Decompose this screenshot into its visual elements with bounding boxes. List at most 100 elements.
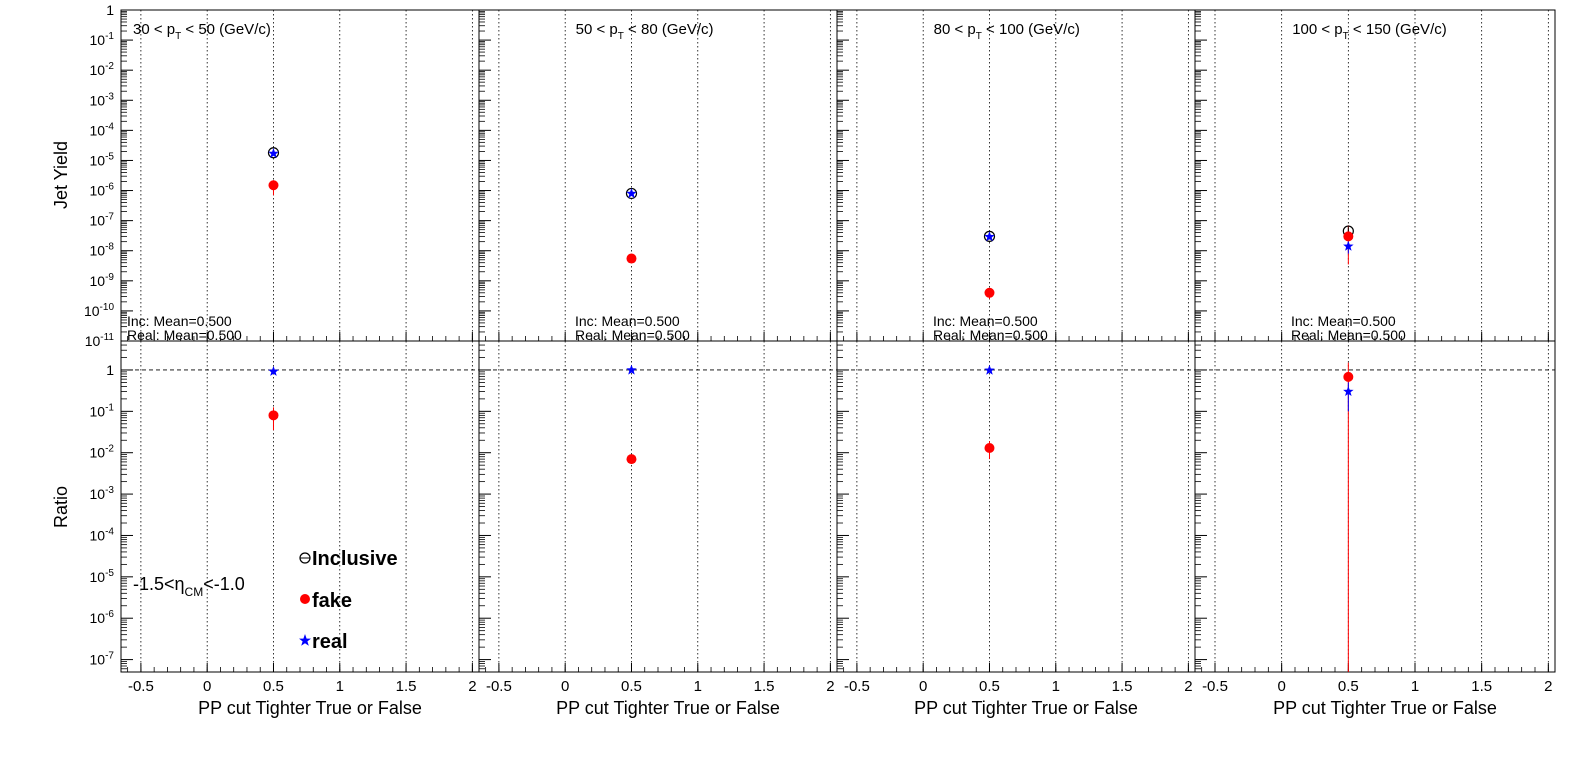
x-tick-label: 2 <box>1544 678 1552 695</box>
panel-title-sub: T <box>618 31 624 42</box>
bottom-y-tick-label-base: 10 <box>90 652 106 668</box>
eta-range-suffix: <-1.0 <box>203 574 245 594</box>
x-tick-label: -0.5 <box>1202 678 1228 695</box>
panel-1: 30 < pT < 50 (GeV/c) Inc: Mean=0.500Real:… <box>120 9 480 718</box>
bottom-y-tick-label-base: 10 <box>90 569 106 585</box>
ratio-fake-point <box>626 454 637 465</box>
stats-real-mean: Real: Mean=0.500 <box>1291 327 1406 343</box>
eta-range-prefix: -1.5<η <box>133 574 185 594</box>
x-tick-label: -0.5 <box>486 678 512 695</box>
panel-title-pre: 80 < p <box>934 21 976 38</box>
top-y-tick-label-exp: -8 <box>105 242 114 253</box>
legend: Inclusive fake real <box>299 548 398 653</box>
x-axis-title: PP cut Tighter True or False <box>556 698 780 718</box>
x-tick-label: 1 <box>1411 678 1419 695</box>
top-y-tick-label-base: 10 <box>90 152 106 168</box>
top-y-tick-label-exp: -9 <box>105 272 114 283</box>
top-y-tick-label-exp: -11 <box>100 332 114 343</box>
x-tick-label: -0.5 <box>128 678 154 695</box>
x-tick-label: 1.5 <box>754 678 775 695</box>
yield-inclusive-point <box>267 147 280 159</box>
yield-real-point <box>626 188 637 199</box>
top-y-tick-label-base: 10 <box>90 273 106 289</box>
x-tick-label: 0.5 <box>621 678 642 695</box>
yield-fake-point <box>268 180 279 191</box>
bottom-y-tick-label: 10-5 <box>90 568 115 585</box>
top-y-tick-label: 10-4 <box>90 121 115 138</box>
top-y-tick-label: 10-5 <box>90 151 115 168</box>
stats-real-mean: Real: Mean=0.500 <box>575 327 690 343</box>
bottom-y-tick-label-exp: -7 <box>105 651 114 662</box>
x-tick-label: 1.5 <box>1471 678 1492 695</box>
top-y-tick-label: 10-10 <box>84 302 114 319</box>
top-y-axis-title: Jet Yield <box>51 141 71 209</box>
panel-title: 100 < pT < 150 (GeV/c) <box>1292 21 1447 42</box>
ratio-fake-point <box>1343 371 1354 382</box>
stats-inclusive-mean: Inc: Mean=0.500 <box>1291 313 1396 329</box>
top-y-tick-label-exp: -5 <box>105 151 114 162</box>
x-tick-label: 2 <box>468 678 476 695</box>
top-y-tick-label: 10-3 <box>90 91 115 108</box>
x-tick-label: 1.5 <box>1112 678 1133 695</box>
x-tick-label: 0 <box>919 678 927 695</box>
panel-title: 80 < pT < 100 (GeV/c) <box>934 21 1080 42</box>
top-y-tick-label-exp: -3 <box>105 91 114 102</box>
bottom-y-tick-label: 1 <box>106 362 114 378</box>
x-tick-label: -0.5 <box>844 678 870 695</box>
eta-range-sub: CM <box>185 585 204 599</box>
top-y-tick-label-base: 10 <box>85 333 101 349</box>
ratio-real-point <box>626 364 637 375</box>
bottom-y-axis-title: Ratio <box>51 486 71 528</box>
bottom-y-tick-label-base: 10 <box>90 445 106 461</box>
yield-fake-point <box>626 253 637 264</box>
legend-marker-real <box>299 634 311 646</box>
bottom-frame <box>1194 340 1556 673</box>
x-tick-label: 1 <box>336 678 344 695</box>
top-y-tick-label-base: 10 <box>84 303 100 319</box>
ratio-real-point <box>268 366 279 376</box>
bottom-frame <box>478 340 838 673</box>
x-axis-title: PP cut Tighter True or False <box>914 698 1138 718</box>
top-y-tick-label: 10-2 <box>90 61 115 78</box>
bottom-frame <box>120 340 480 673</box>
x-axis-title: PP cut Tighter True or False <box>198 698 422 718</box>
top-frame <box>1194 9 1556 342</box>
panel-title-post: < 100 (GeV/c) <box>982 21 1080 38</box>
legend-label-inclusive: Inclusive <box>312 548 398 570</box>
panel-title-pre: 100 < p <box>1292 21 1342 38</box>
x-tick-label: 2 <box>826 678 834 695</box>
bottom-y-tick-label: 10-3 <box>90 485 115 502</box>
legend-marker-fake <box>300 594 310 604</box>
top-y-tick-label: 1 <box>106 2 114 18</box>
top-y-tick-label: 10-6 <box>90 182 115 199</box>
panel-title-sub: T <box>175 31 181 42</box>
stats-real-mean: Real: Mean=0.500 <box>933 327 1048 343</box>
x-tick-label: 0.5 <box>979 678 1000 695</box>
bottom-y-tick-label-base: 10 <box>90 527 106 543</box>
x-tick-label: 0 <box>1277 678 1285 695</box>
x-tick-label: 1 <box>694 678 702 695</box>
top-y-tick-label-base: 10 <box>90 62 106 78</box>
top-y-tick-label-exp: -7 <box>105 212 114 223</box>
bottom-y-tick-label: 10-7 <box>90 651 115 668</box>
stats-inclusive-mean: Inc: Mean=0.500 <box>933 313 1038 329</box>
top-y-tick-label-base: 10 <box>90 32 106 48</box>
x-axis-title: PP cut Tighter True or False <box>1273 698 1497 718</box>
top-y-tick-label-base: 10 <box>90 92 106 108</box>
yield-real-point <box>1343 240 1354 251</box>
bottom-y-tick-label-exp: -5 <box>105 568 114 579</box>
top-y-tick-label-exp: -1 <box>105 31 114 42</box>
bottom-y-tick-label: 10-6 <box>90 609 115 626</box>
x-tick-label: 0 <box>203 678 211 695</box>
top-y-tick-label-base: 10 <box>90 122 106 138</box>
bottom-y-tick-label: 10-1 <box>90 402 115 419</box>
panel-3: 80 < pT < 100 (GeV/c) Inc: Mean=0.500Real… <box>836 9 1196 718</box>
panels-layer: 30 < pT < 50 (GeV/c)Inc: Mean=0.500Real:… <box>84 2 1556 718</box>
eta-range-label: -1.5<ηCM<-1.0 <box>133 574 245 599</box>
stats-real-mean: Real: Mean=0.500 <box>127 327 242 343</box>
bottom-y-tick-label-exp: -6 <box>105 609 114 620</box>
bottom-y-tick-label: 10-2 <box>90 444 115 461</box>
top-y-tick-label-base: 10 <box>90 243 106 259</box>
top-frame <box>478 9 838 342</box>
stats-inclusive-mean: Inc: Mean=0.500 <box>575 313 680 329</box>
